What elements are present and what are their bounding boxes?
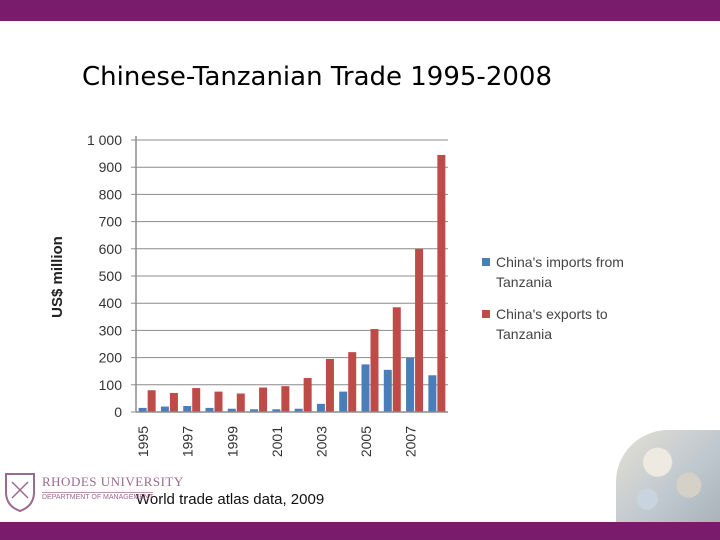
bar-exports [214,391,223,412]
bar-imports [361,364,370,412]
y-tick-label: 1 000 [87,132,122,148]
bar-imports [383,369,392,412]
bar-exports [192,388,201,412]
legend-label: China's exports to [496,306,608,322]
tick-labels: 0 100 200 300 400 500 600 700 800 900 1 000 1995 199… [87,132,419,457]
x-tick-label: 2003 [313,426,329,457]
bottom-banner [0,522,720,540]
x-tick-label: 1999 [224,426,240,457]
bar-exports [169,392,178,412]
bar-exports [392,307,401,412]
y-tick-label: 200 [99,350,123,366]
legend-label: Tanzania [496,274,552,290]
y-tick-label: 600 [99,241,123,257]
axes [135,136,448,413]
source-caption: World trade atlas data, 2009 [136,491,325,508]
y-tick-label: 500 [99,268,123,284]
y-tick-label: 700 [99,214,123,230]
legend-swatch [482,310,490,318]
bar-exports [236,393,245,412]
bar-exports [348,352,357,412]
bar-imports [428,375,437,412]
legend: China's imports from Tanzania China's expo… [482,254,624,342]
bar-imports [183,406,192,412]
bar-exports [259,387,268,412]
legend-swatch [482,258,490,266]
y-tick-label: 300 [99,322,123,338]
logo-department: DEPARTMENT OF MANAGEMENT [42,492,154,501]
corner-decorative-image [616,430,720,522]
bar-exports [147,390,156,412]
bar-imports [160,406,169,412]
legend-label: Tanzania [496,326,552,342]
bar-exports [437,154,446,412]
x-tick-label: 1995 [135,426,151,457]
bar-imports [250,409,259,412]
bar-imports [227,408,236,412]
bar-imports [339,391,348,412]
x-tick-label: 1997 [180,426,196,457]
x-tick-label: 2005 [358,426,374,457]
top-banner [0,0,720,21]
bar-imports [406,357,415,412]
y-tick-label: 800 [99,186,123,202]
x-tick-label: 2007 [403,426,419,457]
y-tick-label: 400 [99,295,123,311]
x-tick-label: 2001 [269,426,285,457]
bar-imports [272,409,281,412]
y-tick-label: 0 [114,404,122,420]
bar-exports [370,329,379,412]
legend-label: China's imports from [496,254,624,270]
bar-exports [415,248,424,412]
y-tick-label: 900 [99,159,123,175]
y-axis-title: US$ million [49,236,66,318]
bar-imports [138,407,147,412]
bar-imports [294,408,303,412]
bar-exports [281,386,290,412]
bar-exports [325,358,334,412]
logo-name: RHODES UNIVERSITY [42,474,184,489]
crest-icon [5,473,35,512]
bar-imports [205,407,214,412]
y-tick-label: 100 [99,377,123,393]
bars [138,154,446,412]
bar-exports [303,378,312,412]
university-logo: RHODES UNIVERSITY DEPARTMENT OF MANAGEME… [4,470,204,516]
bar-imports [316,403,325,412]
slide-title: Chinese-Tanzanian Trade 1995-2008 [82,62,552,92]
